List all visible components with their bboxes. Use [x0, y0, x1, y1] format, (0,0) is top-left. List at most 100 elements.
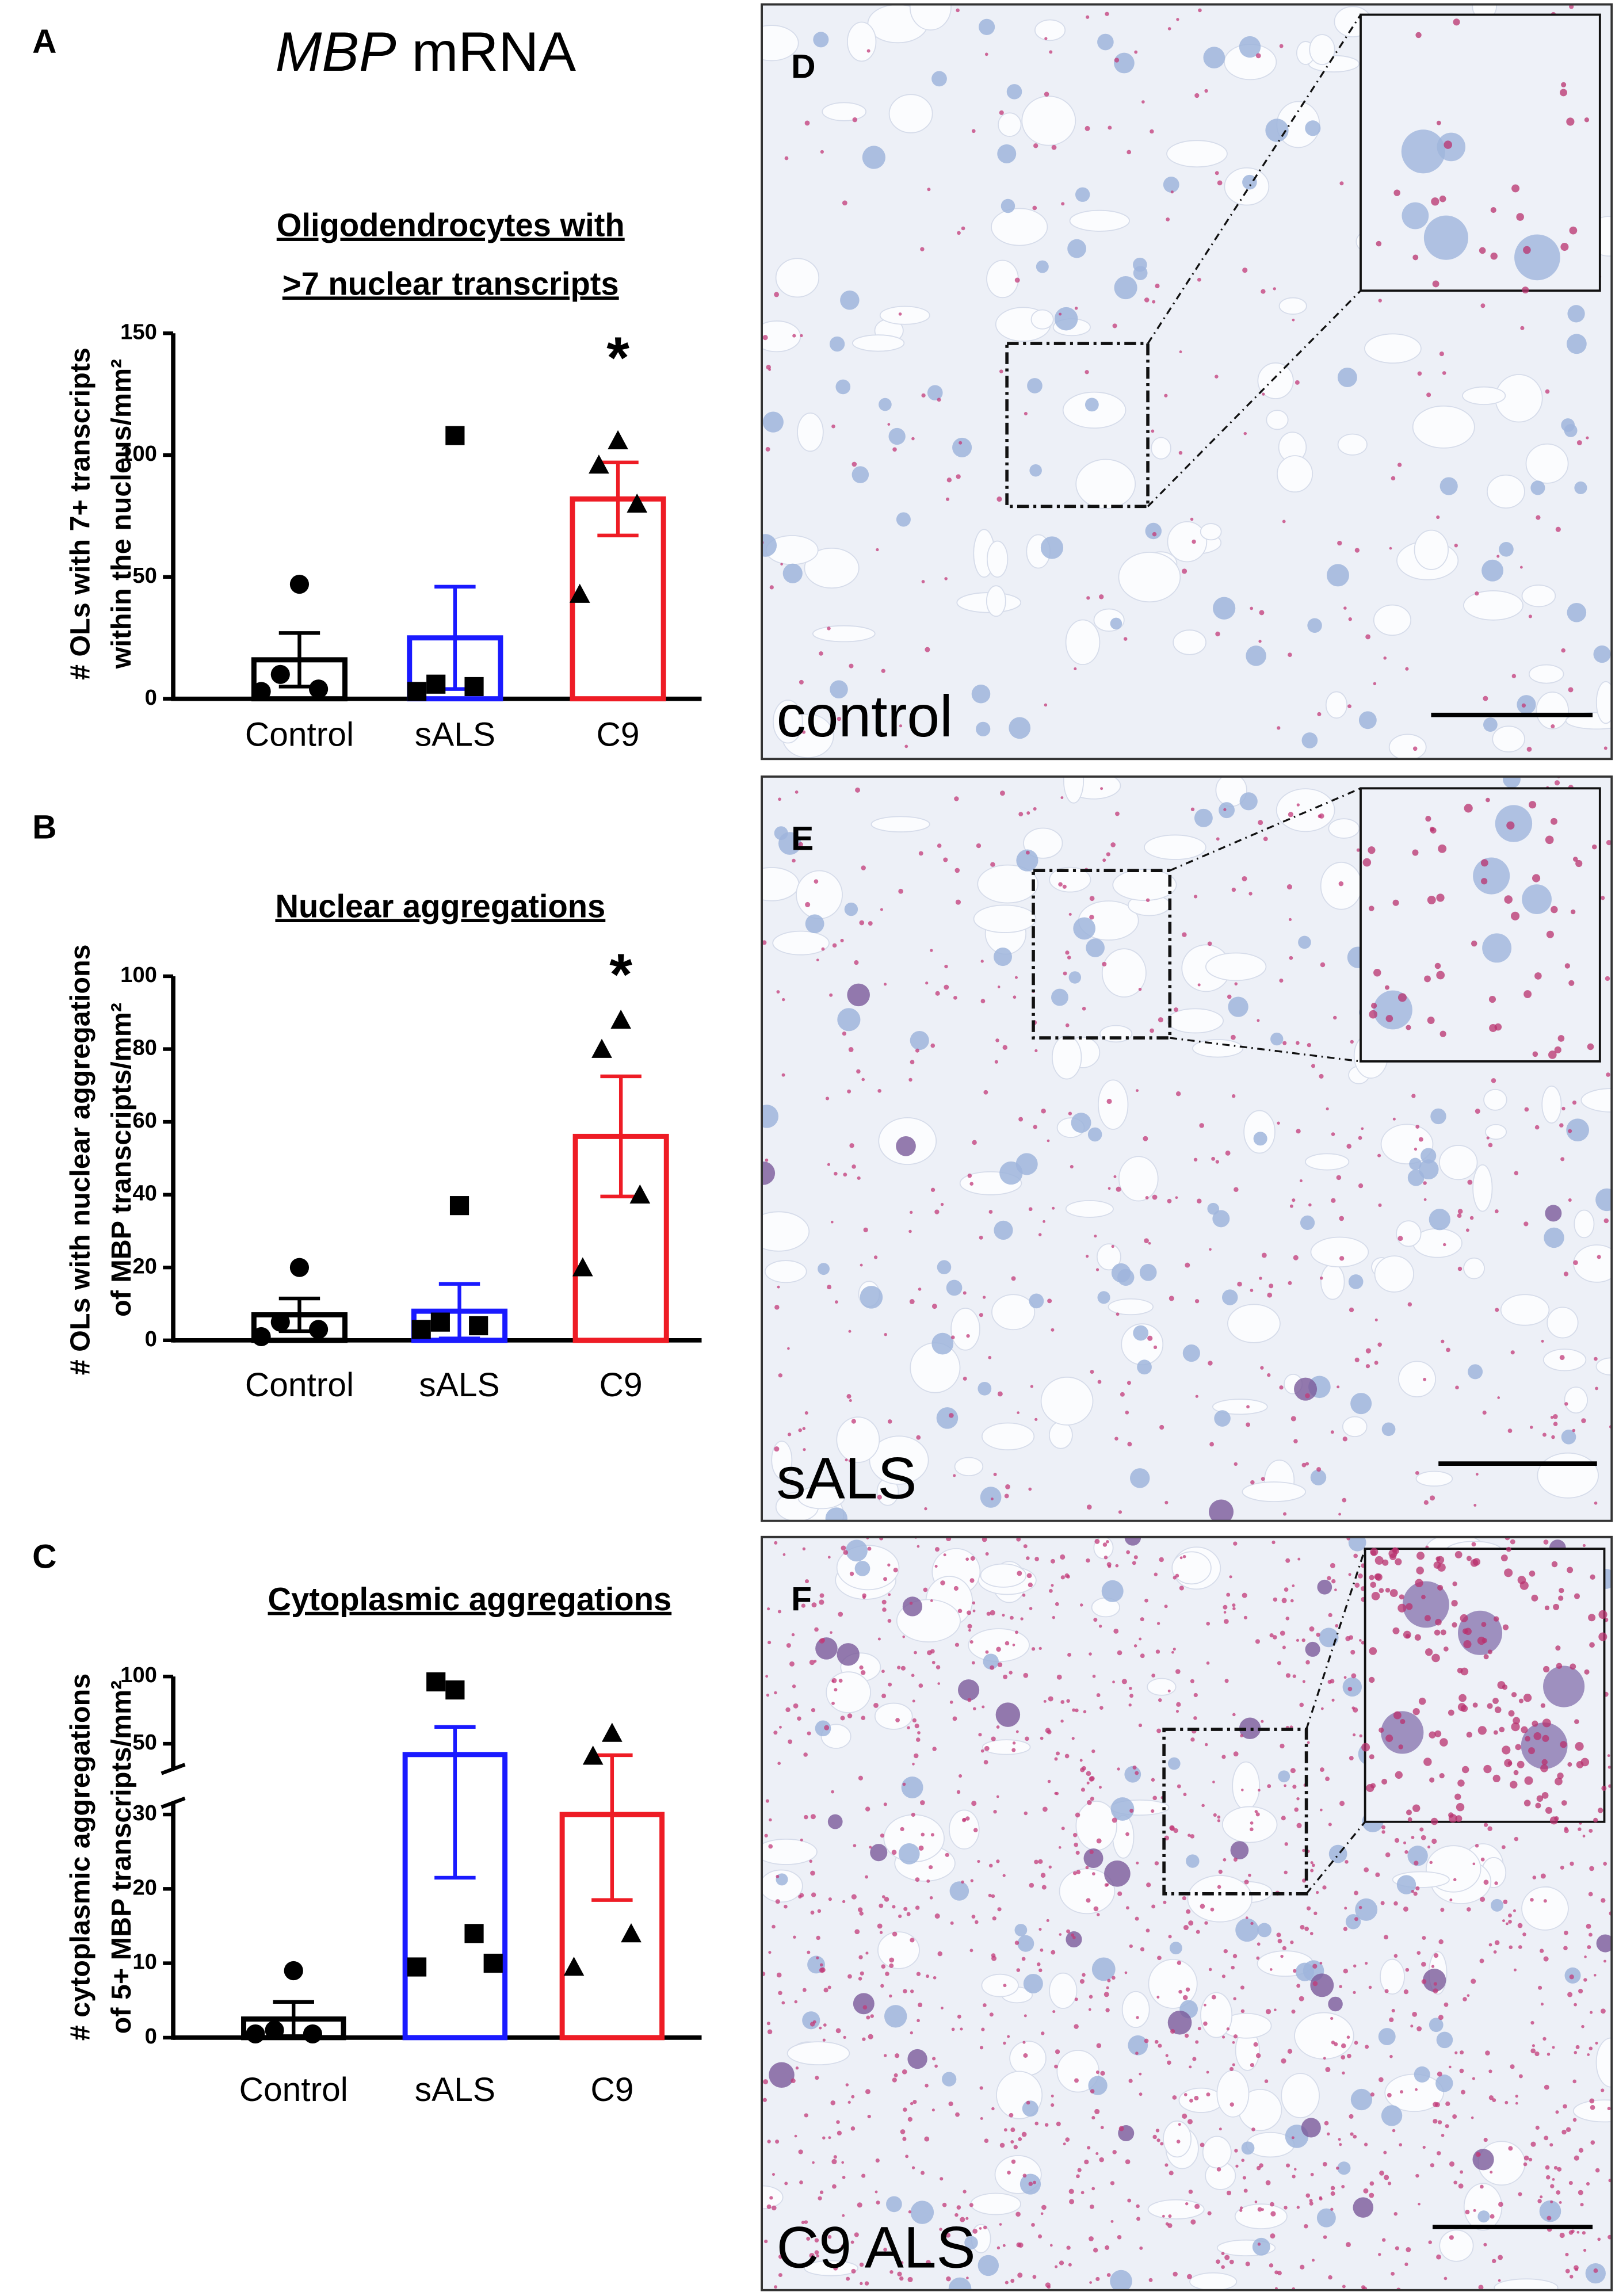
transcript-dot — [1061, 202, 1065, 206]
transcript-dot — [762, 335, 768, 341]
transcript-dot — [1135, 1916, 1139, 1921]
inset-dot — [1569, 226, 1578, 235]
transcript-dot — [1431, 1965, 1435, 1968]
nucleus — [1566, 1118, 1589, 1142]
transcript-dot — [1223, 1619, 1229, 1624]
inset-dot — [1542, 1718, 1551, 1728]
transcript-dot — [984, 1745, 990, 1751]
transcript-dot — [798, 842, 803, 847]
transcript-dot — [1429, 1861, 1433, 1865]
transcript-dot — [1093, 1906, 1099, 1912]
nucleus — [1145, 522, 1162, 540]
transcript-dot — [982, 1705, 985, 1709]
vacuole — [1547, 1306, 1579, 1339]
transcript-dot — [1250, 2063, 1255, 2068]
transcript-dot — [956, 1790, 961, 1794]
inset-dot — [1421, 1595, 1426, 1599]
transcript-dot — [1365, 1348, 1371, 1354]
transcript-dot — [1015, 2211, 1021, 2217]
transcript-dot — [1277, 726, 1281, 730]
transcript-dot — [1127, 150, 1132, 155]
transcript-dot — [1342, 1437, 1347, 1442]
transcript-dot — [1092, 1674, 1096, 1678]
nucleus — [1574, 481, 1587, 494]
inset-dot — [1369, 1575, 1374, 1580]
inset-dot — [1436, 120, 1441, 125]
transcript-dot — [1016, 2242, 1021, 2248]
nucleus — [1305, 120, 1321, 136]
transcript-dot — [1205, 1743, 1208, 1747]
transcript-dot — [1407, 1302, 1412, 1307]
transcript-dot — [1369, 2192, 1374, 2198]
transcript-dot — [990, 862, 995, 867]
transcript-dot — [812, 2161, 815, 2164]
transcript-dot — [1583, 2248, 1587, 2252]
transcript-dot — [1032, 205, 1037, 211]
transcript-dot — [1100, 2126, 1104, 2130]
transcript-dot — [850, 2126, 856, 2131]
transcript-dot — [1154, 2039, 1159, 2044]
transcript-dot — [1002, 1614, 1005, 1617]
transcript-dot — [911, 437, 915, 441]
stained-nucleus — [1124, 1537, 1141, 1546]
transcript-dot — [1457, 1266, 1463, 1271]
transcript-dot — [846, 2276, 850, 2281]
transcript-dot — [1551, 1435, 1555, 1439]
x-tick-label: Control — [239, 2071, 348, 2108]
transcript-dot — [1052, 1206, 1055, 1210]
nucleus — [980, 1487, 1002, 1508]
transcript-dot — [971, 129, 976, 133]
transcript-dot — [1155, 2129, 1160, 2133]
inset-dot — [1393, 189, 1400, 196]
transcript-dot — [1108, 125, 1112, 130]
nucleus — [1378, 2028, 1396, 2046]
transcript-dot — [814, 1627, 819, 1632]
nucleus — [1242, 174, 1257, 190]
transcript-dot — [1387, 2092, 1392, 2098]
transcript-dot — [1179, 350, 1182, 353]
inset-dot — [1480, 859, 1488, 867]
transcript-dot — [1040, 1736, 1044, 1740]
transcript-dot — [1237, 1281, 1242, 1287]
inset-dot — [1506, 821, 1515, 830]
inset-dot — [1416, 1567, 1424, 1575]
transcript-dot — [1233, 1997, 1236, 2000]
transcript-dot — [1404, 2262, 1408, 2266]
inset-dot — [1525, 1736, 1530, 1742]
nucleus — [976, 721, 991, 736]
transcript-dot — [1102, 961, 1107, 966]
transcript-dot — [912, 2100, 917, 2104]
nucleus — [1439, 477, 1458, 495]
transcript-dot — [1475, 2152, 1481, 2157]
transcript-dot — [830, 2100, 835, 2106]
transcript-dot — [1339, 2143, 1342, 2146]
transcript-dot — [1391, 476, 1396, 481]
transcript-dot — [1423, 1377, 1427, 1381]
transcript-dot — [836, 2120, 840, 2124]
nucleus — [778, 832, 801, 855]
vacuole — [1574, 1209, 1595, 1239]
transcript-dot — [1351, 1706, 1355, 1710]
inset-dot — [1461, 1766, 1469, 1774]
panel-letter: A — [32, 23, 56, 60]
x-tick-label: sALS — [415, 716, 495, 753]
inset-dot — [1553, 1603, 1560, 1610]
nucleus — [910, 2201, 934, 2224]
transcript-dot — [1403, 1989, 1409, 1995]
nucleus — [1567, 602, 1587, 622]
transcript-dot — [1467, 1907, 1471, 1912]
vacuole — [1216, 2069, 1250, 2118]
transcript-dot — [1508, 1919, 1512, 1924]
stained-nucleus — [1239, 1717, 1261, 1739]
transcript-dot — [1582, 1544, 1586, 1548]
stained-nucleus — [769, 2062, 795, 2088]
transcript-dot — [1331, 2041, 1335, 2045]
transcript-dot — [1152, 1194, 1158, 1200]
transcript-dot — [1041, 2205, 1047, 2210]
transcript-dot — [884, 1897, 889, 1902]
nucleus — [1418, 1159, 1439, 1180]
transcript-dot — [1352, 1733, 1356, 1737]
data-point — [629, 1184, 651, 1204]
inset-dot — [1483, 1654, 1489, 1660]
transcript-dot — [1433, 2102, 1438, 2107]
